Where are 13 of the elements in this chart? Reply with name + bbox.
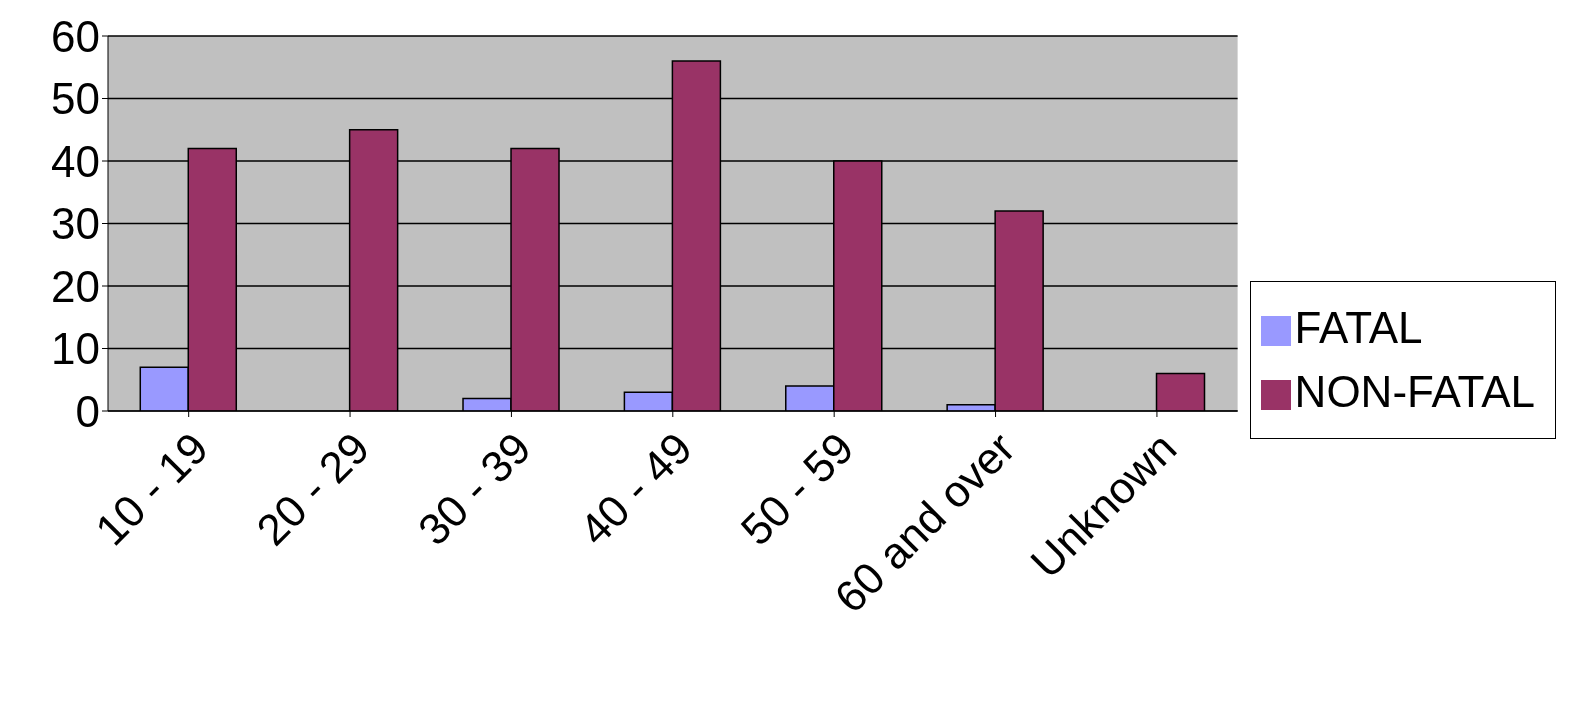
y-tick-label: 0 <box>75 386 100 436</box>
legend-label: NON-FATAL <box>1294 366 1535 416</box>
y-tick-label: 10 <box>51 324 100 374</box>
y-tick-label: 30 <box>51 199 100 249</box>
x-tick-label: 30 - 39 <box>408 422 540 555</box>
y-tick-label: 50 <box>51 74 100 124</box>
y-tick-label: 40 <box>51 136 100 186</box>
y-tick-label: 20 <box>51 261 100 311</box>
legend-label: FATAL <box>1294 302 1423 352</box>
x-tick-label: 50 - 59 <box>731 422 863 555</box>
x-tick-label: 20 - 29 <box>247 422 379 555</box>
x-tick-label: 40 - 49 <box>569 422 702 555</box>
y-tick-label: 60 <box>51 11 100 61</box>
